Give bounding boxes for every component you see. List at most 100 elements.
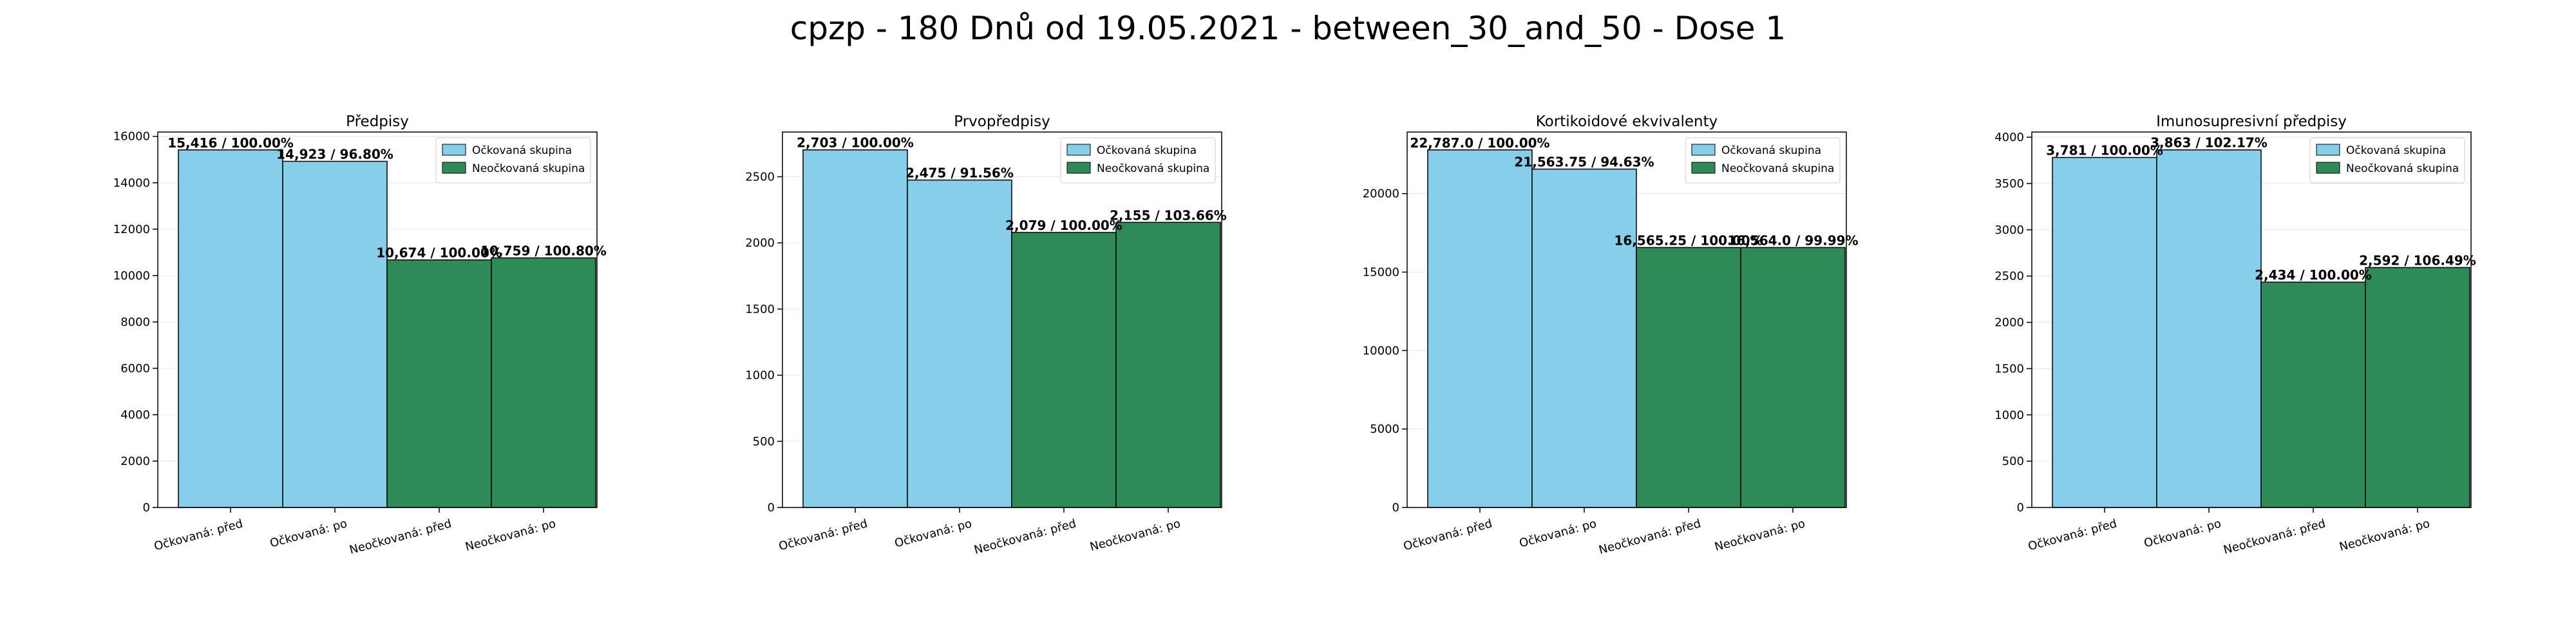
chart-3-legend-box: [2309, 137, 2465, 184]
chart-1-data-label-1: 2,475 / 91.56%: [905, 166, 1014, 181]
chart-2-xtick-label-3: Neočkovaná: po: [1713, 517, 1806, 554]
chart-3-legend-swatch-0: [2316, 144, 2340, 156]
chart-0-bar-3: [491, 257, 596, 508]
chart-3-data-label-0: 3,781 / 100.00%: [2046, 143, 2163, 158]
chart-2-data-label-2: 16,565.25 / 100.00%: [1614, 232, 1763, 248]
chart-3-ytick-label-3: 1500: [1994, 362, 2024, 375]
chart-3-legend-label-1: Neočkovaná skupina: [2346, 162, 2459, 175]
chart-2-legend-swatch-0: [1691, 144, 1716, 156]
chart-0-ytick-label-1: 2000: [120, 455, 150, 468]
chart-2-legend-label-0: Očkovaná skupina: [1721, 144, 1821, 157]
chart-1-ytick-label-0: 0: [768, 501, 775, 515]
chart-2-ytick-label-2: 10000: [1363, 344, 1399, 357]
chart-3-axes-frame: [2031, 131, 2472, 508]
chart-3-legend-label-0: Očkovaná skupina: [2346, 144, 2446, 157]
chart-0-data-label-3: 10,759 / 100.80%: [480, 243, 607, 258]
chart-3-ytick-label-7: 3500: [1994, 177, 2024, 191]
chart-1-bar-1: [907, 179, 1012, 508]
chart-2-legend-box: [1685, 137, 1841, 184]
chart-1-legend-box: [1060, 137, 1216, 184]
chart-panel-kortikoidove-ekvivalenty: 22,787.0 / 100.00% 21,563.75 / 94.63% 16,5…: [1363, 113, 1859, 557]
chart-1-legend-label-0: Očkovaná skupina: [1097, 144, 1197, 157]
chart-0-ytick-label-8: 16000: [113, 130, 150, 144]
chart-2-xtick-label-2: Neočkovaná: před: [1597, 517, 1702, 557]
chart-3-bar-3: [2365, 267, 2470, 508]
chart-3-data-label-1: 3,863 / 102.17%: [2150, 135, 2268, 151]
chart-0-bar-2: [386, 259, 492, 508]
chart-0-legend-swatch-0: [442, 144, 466, 156]
chart-1-xtick-label-3: Neočkovaná: po: [1088, 517, 1182, 554]
chart-1-ytick-label-5: 2500: [745, 170, 775, 184]
chart-0-ytick-label-3: 6000: [120, 362, 150, 375]
chart-2-ytick-label-1: 5000: [1370, 422, 1399, 436]
chart-1-data-label-0: 2,703 / 100.00%: [797, 135, 914, 151]
chart-2-data-label-0: 22,787.0 / 100.00%: [1410, 135, 1549, 151]
chart-2-bar-2: [1636, 247, 1741, 508]
chart-0-bar-1: [282, 160, 388, 508]
chart-0-legend-box: [435, 137, 591, 184]
chart-panel-predpisy: 15,416 / 100.00%14,923 / 96.80% 10,674 / …: [113, 113, 607, 557]
chart-1-bar-2: [1011, 232, 1117, 508]
chart-0-xtick-label-2: Neočkovaná: před: [348, 517, 453, 557]
chart-3-ytick-label-4: 2000: [1994, 316, 2024, 330]
chart-3-bar-2: [2260, 281, 2366, 508]
chart-3-ytick-label-6: 3000: [1994, 223, 2024, 237]
chart-3-ytick-label-8: 4000: [1994, 131, 2024, 144]
chart-0-axes-frame: [157, 131, 598, 508]
chart-3-data-label-3: 2,592 / 106.49%: [2359, 252, 2476, 268]
chart-0-legend-swatch-1: [442, 162, 466, 174]
chart-3-bar-1: [2156, 149, 2262, 508]
chart-1-bar-0: [802, 149, 908, 508]
chart-0-xtick-label-1: Očkovaná: po: [269, 517, 348, 551]
chart-1-xtick-label-1: Očkovaná: po: [893, 517, 973, 551]
chart-3-xtick-label-2: Neočkovaná: před: [2222, 517, 2327, 557]
chart-1-legend-label-1: Neočkovaná skupina: [1097, 162, 1209, 175]
chart-0-data-label-2: 10,674 / 100.00%: [376, 245, 502, 261]
chart-0-ytick-label-4: 8000: [120, 316, 150, 329]
chart-panel-prvopredpisy: 2,703 / 100.00% 2,475 / 91.56% 2,079 / 100…: [745, 113, 1227, 557]
chart-3-legend-swatch-1: [2316, 162, 2340, 174]
figure-title: cpzp - 180 Dnů od 19.05.2021 - between_3…: [790, 10, 1786, 47]
chart-2-ytick-label-0: 0: [1392, 501, 1399, 515]
chart-1-data-label-3: 2,155 / 103.66%: [1110, 207, 1227, 223]
chart-2-xtick-label-0: Očkovaná: před: [1402, 517, 1493, 554]
chart-3-ytick-label-2: 1000: [1994, 408, 2024, 422]
chart-3-data-label-2: 2,434 / 100.00%: [2255, 267, 2372, 283]
chart-1-ytick-label-1: 500: [753, 435, 775, 448]
chart-1-bar-3: [1115, 222, 1221, 508]
chart-0-legend-label-0: Očkovaná skupina: [472, 144, 572, 157]
chart-0-legend-label-1: Neočkovaná skupina: [472, 162, 585, 175]
chart-0-data-label-1: 14,923 / 96.80%: [276, 147, 393, 162]
chart-1-ytick-label-4: 2000: [745, 236, 775, 250]
chart-0-ytick-label-6: 12000: [113, 223, 150, 236]
chart-2-legend-swatch-1: [1691, 162, 1716, 174]
chart-0-data-label-0: 15,416 / 100.00%: [167, 135, 294, 151]
chart-1-legend-swatch-1: [1066, 162, 1091, 174]
chart-1-ytick-label-3: 1500: [745, 303, 775, 316]
chart-0-xtick-label-0: Očkovaná: před: [153, 517, 244, 554]
chart-2-title: Kortikoidové ekvivalenty: [1536, 113, 1718, 130]
chart-0-ytick-label-5: 10000: [113, 269, 150, 283]
chart-panel-imunosupresivni-predpisy: 3,781 / 100.00%3,863 / 102.17% 2,434 / 10…: [1994, 113, 2476, 557]
chart-0-ytick-label-0: 0: [143, 501, 150, 515]
chart-3-ytick-label-5: 2500: [1994, 270, 2024, 283]
chart-3-xtick-label-0: Očkovaná: před: [2027, 517, 2118, 554]
chart-0-bar-0: [178, 149, 283, 508]
chart-3-ytick-label-0: 0: [2017, 501, 2024, 515]
chart-2-bar-1: [1531, 168, 1637, 508]
chart-2-ytick-label-4: 20000: [1363, 187, 1399, 201]
chart-2-bar-0: [1427, 149, 1533, 508]
chart-2-axes-frame: [1406, 131, 1847, 508]
chart-3-xtick-label-3: Neočkovaná: po: [2338, 517, 2431, 554]
chart-0-xtick-label-3: Neočkovaná: po: [464, 517, 557, 554]
chart-3-title: Imunosupresivní předpisy: [2156, 113, 2347, 130]
chart-0-title: Předpisy: [346, 113, 409, 130]
chart-2-data-label-3: 16,564.0 / 99.99%: [1727, 232, 1858, 248]
chart-1-data-label-2: 2,079 / 100.00%: [1005, 218, 1122, 233]
chart-0-ytick-label-2: 4000: [120, 408, 150, 422]
chart-0-ytick-label-7: 14000: [113, 176, 150, 190]
chart-2-legend-label-1: Neočkovaná skupina: [1721, 162, 1834, 175]
chart-1-legend-swatch-0: [1066, 144, 1091, 156]
chart-1-xtick-label-0: Očkovaná: před: [777, 517, 869, 554]
chart-2-xtick-label-1: Očkovaná: po: [1518, 517, 1598, 551]
